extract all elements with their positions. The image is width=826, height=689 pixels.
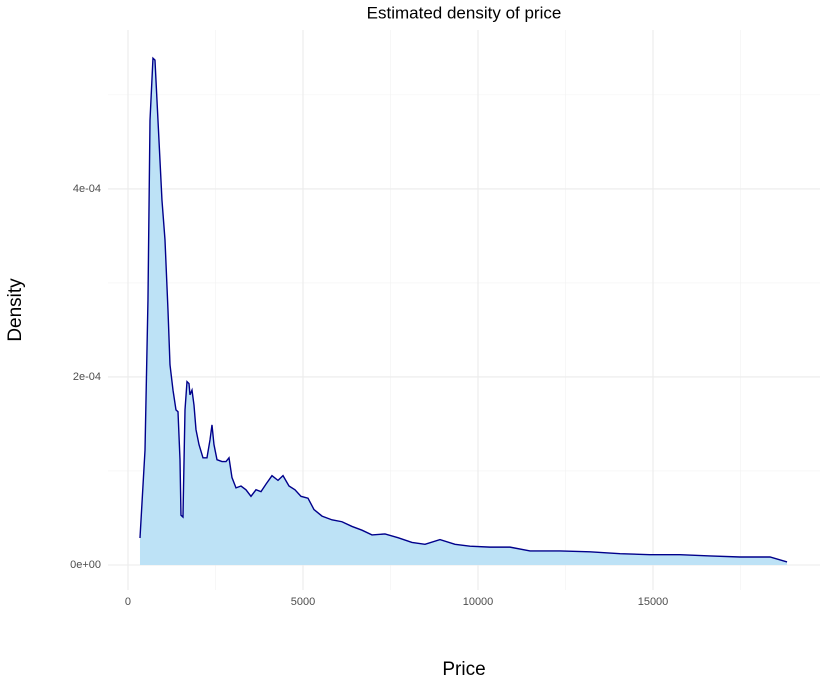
x-tick-label: 15000 [638,596,669,608]
density-line [139,56,788,563]
density-area [139,58,788,565]
x-tick-label: 5000 [291,596,315,608]
x-tick-label: 10000 [463,596,494,608]
x-tick-label: 0 [125,596,131,608]
y-tick-label: 4e-04 [73,183,101,195]
chart-title: Estimated density of price [367,3,562,22]
y-tick-label: 2e-04 [73,371,101,383]
y-tick-label: 0e+00 [70,559,101,571]
y-axis-label: Density [5,278,26,342]
x-axis-label: Price [442,659,485,680]
